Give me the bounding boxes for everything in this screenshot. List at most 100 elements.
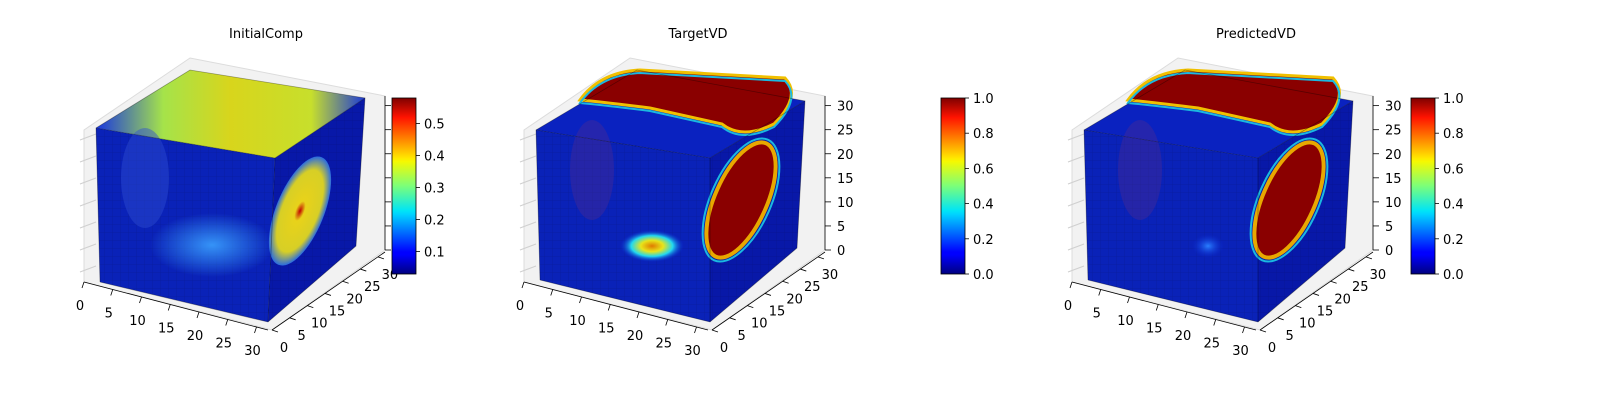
z-tick-label: 5 (837, 220, 845, 235)
y-tick-label: 0 (1268, 341, 1276, 356)
z-grid-line (79, 177, 97, 185)
z-grid-line (1067, 221, 1085, 229)
x-tick-label: 10 (1117, 314, 1134, 329)
x-tick (521, 281, 525, 289)
x-tick (139, 296, 142, 304)
colorbar-tick-label: 1.0 (1443, 92, 1464, 107)
z-tick-label: 20 (1385, 148, 1402, 163)
y-tick (1312, 293, 1320, 296)
colorbar-tick-label: 0.1 (424, 246, 445, 261)
x-tick-label: 30 (244, 344, 261, 359)
y-tick-label: 25 (804, 280, 821, 295)
x-tick (254, 326, 257, 334)
y-tick-label: 15 (329, 304, 346, 319)
colorbar-tick-label: 0.4 (973, 198, 994, 213)
colorbar-tick-label: 0.4 (1443, 198, 1464, 213)
y-tick (307, 305, 314, 309)
z-grid-line (1067, 265, 1085, 273)
x-tick (167, 304, 171, 311)
x-tick-label: 5 (1093, 307, 1101, 322)
cube-front-voxels (1084, 130, 1258, 322)
y-tick-label: 30 (822, 268, 839, 283)
x-tick (1242, 326, 1245, 334)
y-axis-line (711, 251, 826, 331)
z-grid-line (1067, 177, 1085, 185)
x-tick (579, 296, 582, 304)
colorbar (940, 97, 966, 275)
cube-edge (267, 157, 276, 323)
top-hot-region (577, 68, 793, 134)
colorbar-tick-label: 0.6 (973, 162, 994, 177)
y-tick (782, 280, 789, 284)
y-tick (747, 305, 754, 309)
y-tick-label: 5 (1286, 329, 1294, 344)
y-tick (1348, 268, 1355, 272)
y-tick (764, 293, 772, 296)
z-grid-line (519, 243, 537, 251)
colorbar-tick-label: 0.2 (1443, 233, 1464, 248)
y-tick-label: 10 (311, 317, 328, 332)
z-grid-line (79, 243, 97, 251)
z-tick-label: 20 (837, 148, 854, 163)
y-tick-label: 10 (1299, 317, 1316, 332)
x-tick (1155, 304, 1159, 311)
colorbar-tick-label: 0.8 (1443, 127, 1464, 142)
z-grid-line (1067, 155, 1085, 163)
side-hot-ellipse (704, 140, 778, 260)
cube-front-voxels (536, 130, 710, 322)
y-tick-label: 5 (298, 329, 306, 344)
y-tick-label: 20 (346, 292, 363, 307)
x-tick (1184, 311, 1188, 319)
z-grid-line (519, 155, 537, 163)
x-tick-label: 5 (545, 307, 553, 322)
y-tick-label: 5 (738, 329, 746, 344)
z-tick-label: 15 (837, 172, 854, 187)
x-tick-label: 20 (1175, 329, 1192, 344)
cube-outline (1083, 69, 1354, 323)
y-tick-label: 25 (1352, 280, 1369, 295)
y-tick-label: 15 (1317, 304, 1334, 319)
front-spot (1192, 234, 1224, 258)
x-tick-label: 30 (684, 344, 701, 359)
side-ellipse (268, 156, 332, 266)
colorbar-tick-label: 0.0 (1443, 268, 1464, 283)
cube-top-face (96, 70, 365, 158)
y-tick (800, 268, 807, 272)
y-tick (729, 317, 736, 321)
y-tick (324, 293, 332, 296)
z-grid-line (519, 133, 537, 141)
y-axis-line (271, 251, 386, 331)
panel-title: InitialComp (229, 27, 303, 42)
top-hot-edge (1126, 71, 1341, 136)
z-tick-label: 10 (837, 196, 854, 211)
z-tick-label: 30 (837, 100, 854, 115)
ghost-ellipse (1118, 120, 1162, 220)
colorbar-tick-label: 0.2 (424, 214, 445, 229)
x-tick-label: 5 (105, 307, 113, 322)
side-hot-edge (701, 137, 781, 263)
ghost-ellipse (121, 128, 169, 228)
y-tick-label: 25 (364, 280, 381, 295)
x-tick (694, 326, 697, 334)
z-tick-label: 30 (1385, 100, 1402, 115)
y-tick (377, 256, 385, 260)
x-tick-label: 20 (627, 329, 644, 344)
z-grid-line (519, 199, 537, 207)
panel-title: TargetVD (667, 27, 727, 42)
z-grid-line (519, 177, 537, 185)
x-tick-label: 0 (76, 299, 84, 314)
y-tick (1295, 305, 1302, 309)
y-tick (1365, 256, 1373, 260)
z-grid-line (519, 265, 537, 273)
x-tick-label: 20 (187, 329, 204, 344)
ghost-ellipse (570, 120, 614, 220)
y-tick-label: 0 (720, 341, 728, 356)
x-tick-label: 0 (516, 299, 524, 314)
x-tick-label: 10 (569, 314, 586, 329)
colorbar (1410, 97, 1436, 275)
colorbar (391, 97, 417, 275)
colorbar-tick-label: 0.6 (1443, 162, 1464, 177)
